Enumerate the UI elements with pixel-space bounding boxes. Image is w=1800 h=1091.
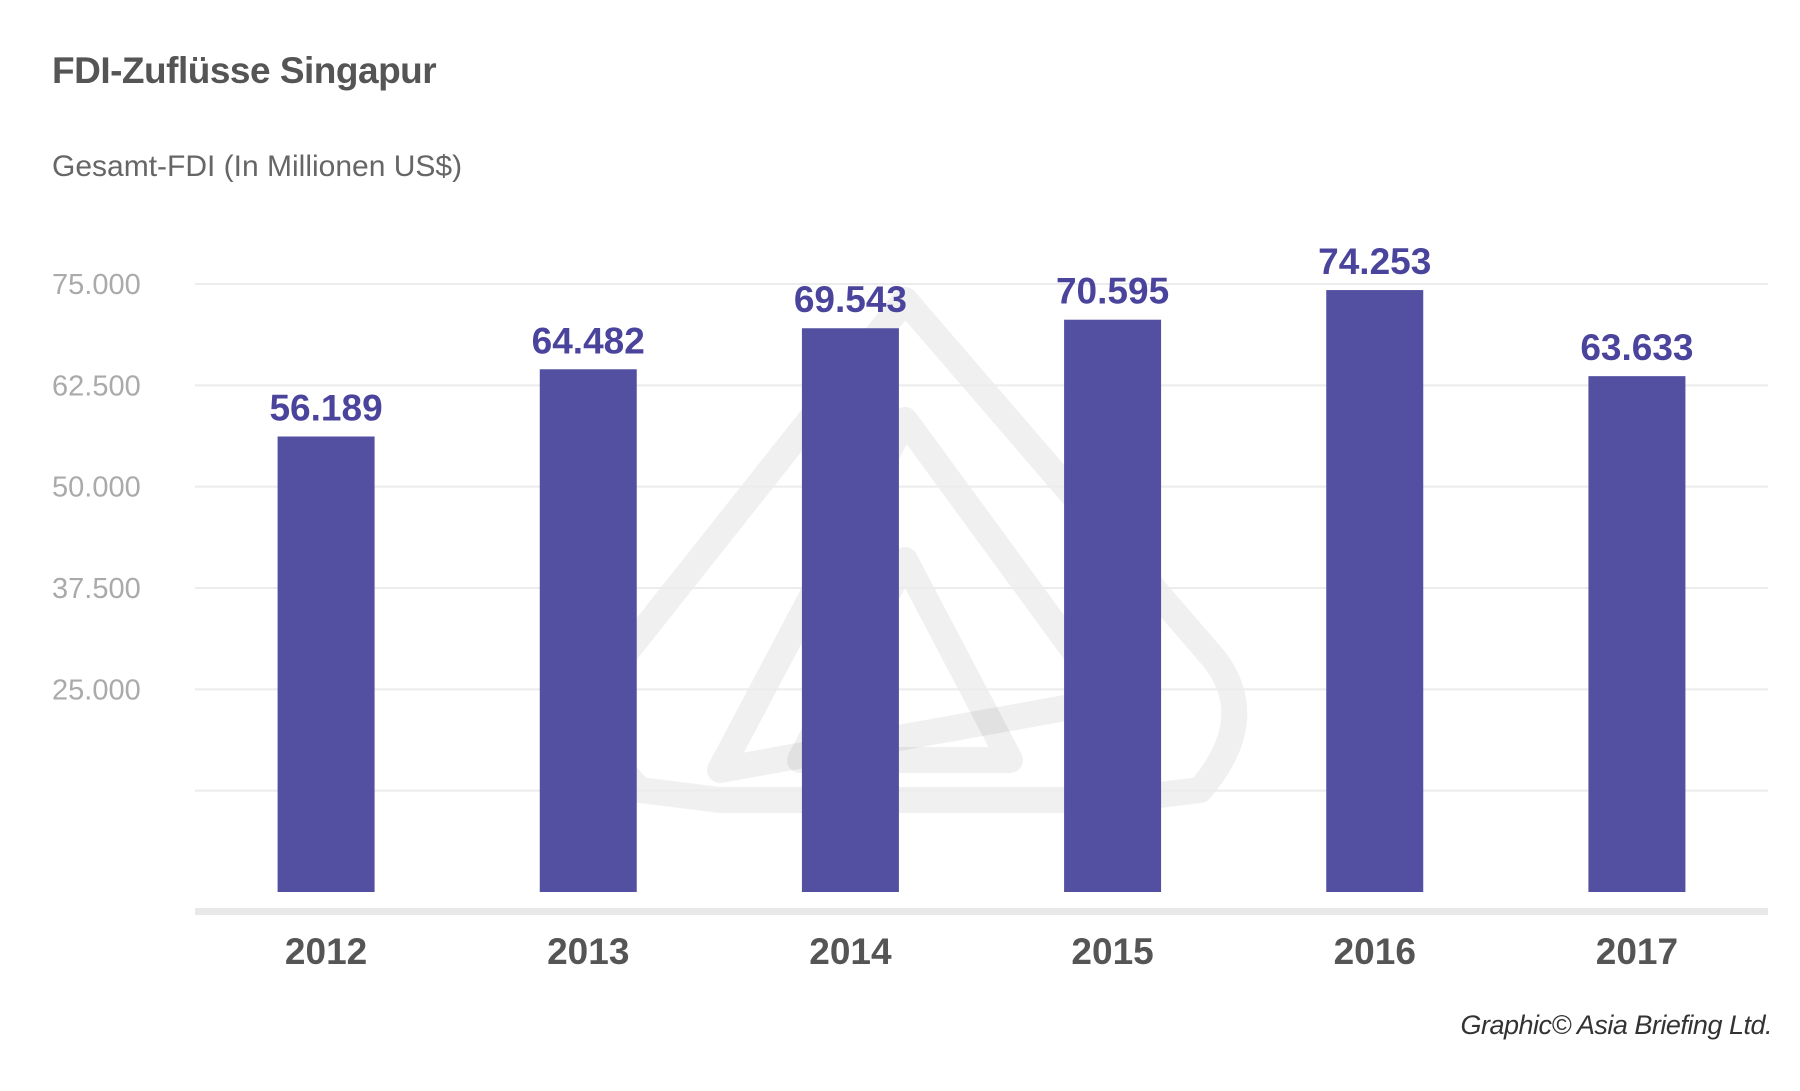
x-tick-label: 2013	[547, 931, 629, 972]
bar-2014	[801, 328, 899, 893]
bar-2012	[277, 436, 375, 892]
y-tick-label: 50.000	[52, 472, 141, 504]
x-tick-label: 2012	[285, 931, 367, 972]
x-tick-label: 2016	[1334, 931, 1416, 972]
x-tick-label: 2015	[1071, 931, 1153, 972]
data-label: 63.633	[1580, 327, 1693, 368]
x-tick-label: 2014	[809, 931, 892, 972]
x-tick-label: 2017	[1596, 931, 1678, 972]
y-tick-label: 37.500	[52, 573, 141, 605]
credit-text: Graphic© Asia Briefing Ltd.	[1460, 1010, 1772, 1040]
data-label: 74.253	[1318, 241, 1431, 282]
x-axis-line	[195, 908, 1768, 915]
y-tick-label: 62.500	[52, 370, 141, 402]
data-label: 69.543	[794, 279, 907, 320]
y-tick-label: 75.000	[52, 269, 141, 301]
bar-2015	[1064, 319, 1162, 893]
y-tick-label: 25.000	[52, 674, 141, 706]
data-label: 56.189	[269, 387, 382, 428]
bar-2016	[1326, 290, 1424, 893]
chart-title: FDI-Zuflüsse Singapur	[52, 50, 437, 91]
y-axis-label: Gesamt-FDI (In Millionen US$)	[52, 150, 463, 183]
bar-2017	[1588, 376, 1686, 893]
bar-2013	[539, 369, 637, 892]
data-label: 70.595	[1056, 271, 1169, 312]
data-label: 64.482	[532, 320, 645, 361]
